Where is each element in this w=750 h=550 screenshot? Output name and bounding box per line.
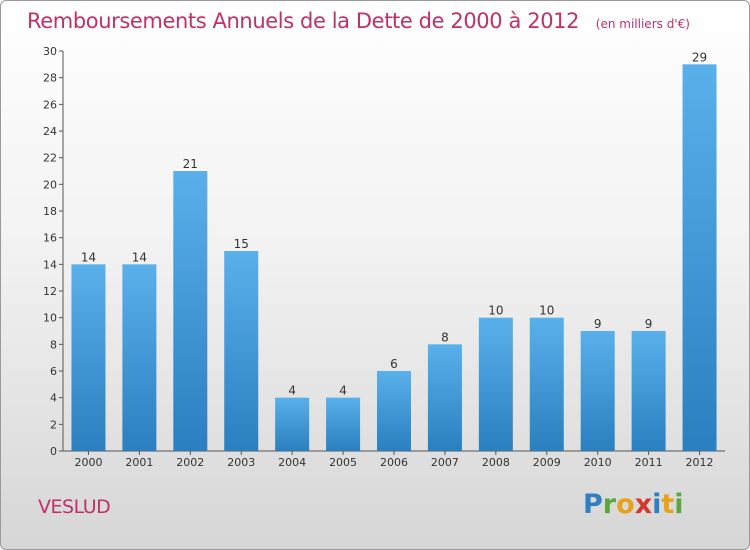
y-tick-label: 30 [43, 45, 57, 58]
y-tick-label: 22 [43, 152, 57, 165]
bar-2002 [173, 171, 208, 451]
x-tick-label-2010: 2010 [584, 456, 612, 469]
bar-2001 [122, 264, 157, 451]
y-tick-label: 16 [43, 232, 57, 245]
data-label-2011: 9 [645, 317, 653, 331]
bar-2012 [682, 64, 717, 452]
logo-letter: o [616, 489, 635, 520]
logo-letter: t [661, 489, 675, 520]
y-tick-label: 26 [43, 98, 57, 111]
logo-letter: r [602, 489, 617, 520]
logo-letter: P [583, 489, 603, 520]
bar-2011 [631, 331, 666, 451]
chart-unit: (en milliers d'€) [595, 17, 690, 31]
logo-letter: x [634, 489, 653, 520]
x-tick-label-2009: 2009 [533, 456, 561, 469]
x-tick-label-2001: 2001 [125, 456, 153, 469]
x-tick-label-2005: 2005 [329, 456, 357, 469]
bar-2006 [377, 371, 411, 451]
logo-letter: i [652, 489, 662, 520]
y-tick-label: 8 [50, 338, 57, 351]
bar-2008 [478, 317, 513, 451]
y-tick-label: 4 [50, 392, 57, 405]
data-label-2002: 21 [183, 157, 198, 171]
y-tick-label: 12 [43, 285, 57, 298]
chart-title: Remboursements Annuels de la Dette de 20… [27, 9, 690, 33]
y-tick-label: 20 [43, 178, 57, 191]
bar-2007 [427, 344, 462, 451]
commune-name: VESLUD [38, 496, 111, 518]
y-tick-label: 6 [50, 365, 57, 378]
y-tick-label: 18 [43, 205, 57, 218]
x-tick-label-2007: 2007 [431, 456, 459, 469]
x-tick-label-2000: 2000 [74, 456, 102, 469]
y-tick-label: 24 [43, 125, 57, 138]
chart-title-text: Remboursements Annuels de la Dette de 20… [27, 9, 580, 33]
y-tick-label: 10 [43, 312, 57, 325]
x-tick-label-2002: 2002 [176, 456, 204, 469]
bar-2009 [529, 317, 564, 451]
data-label-2003: 15 [234, 237, 249, 251]
x-tick-label-2004: 2004 [278, 456, 306, 469]
data-label-2010: 9 [594, 317, 602, 331]
y-tick-label: 2 [50, 418, 57, 431]
bar-2000 [71, 264, 106, 451]
x-tick-label-2006: 2006 [380, 456, 408, 469]
bar-2005 [326, 397, 361, 451]
data-label-2005: 4 [339, 384, 347, 398]
bars [71, 64, 717, 452]
bar-2010 [580, 331, 615, 451]
y-tick-label: 0 [50, 445, 57, 458]
x-tick-label-2003: 2003 [227, 456, 255, 469]
data-label-2012: 29 [692, 50, 707, 64]
logo-letter: i [674, 489, 684, 520]
x-tick-label-2008: 2008 [482, 456, 510, 469]
data-label-2004: 4 [288, 384, 296, 398]
y-tick-label: 14 [43, 258, 57, 271]
proxiti-logo: Proxiti [583, 489, 684, 520]
y-tick-label: 28 [43, 72, 57, 85]
data-label-2000: 14 [81, 250, 96, 264]
data-label-2008: 10 [488, 304, 503, 318]
bar-2003 [224, 251, 259, 451]
data-label-2007: 8 [441, 330, 449, 344]
x-tick-label-2012: 2012 [686, 456, 714, 469]
bar-2004 [275, 397, 310, 451]
data-label-2009: 10 [539, 304, 554, 318]
data-label-2006: 6 [390, 357, 398, 371]
x-tick-label-2011: 2011 [635, 456, 663, 469]
data-label-2001: 14 [132, 250, 147, 264]
data-labels: 14 14 21 15 4 4 6 8 10 10 9 9 29 [81, 50, 707, 397]
